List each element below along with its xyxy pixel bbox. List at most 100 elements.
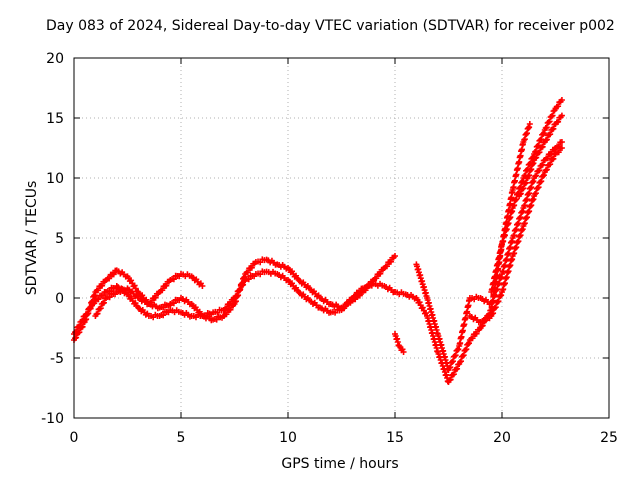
data-point-marker [538, 178, 545, 185]
data-point-marker [549, 112, 556, 119]
data-point-marker [466, 340, 473, 347]
data-point-marker [447, 364, 454, 371]
data-point-marker [383, 263, 390, 270]
data-point-marker [387, 258, 394, 265]
data-point-marker [97, 305, 104, 312]
data-point-marker [543, 136, 550, 143]
data-point-marker [87, 305, 94, 312]
data-point-marker [170, 300, 177, 307]
data-point-marker [345, 300, 352, 307]
data-point-marker [356, 289, 363, 296]
data-point-marker [248, 264, 255, 271]
data-point-marker [100, 299, 107, 306]
data-point-marker [538, 136, 545, 143]
data-point-marker [533, 154, 540, 161]
data-point-marker [547, 161, 554, 168]
data-point-marker [223, 311, 230, 318]
data-point-marker [148, 299, 155, 306]
series-track-9 [516, 112, 565, 199]
data-point-marker [84, 310, 91, 317]
data-point-marker [543, 166, 550, 173]
data-point-marker [236, 287, 243, 294]
data-point-marker [223, 305, 230, 312]
data-point-marker [76, 323, 83, 330]
x-tick-label: 20 [493, 430, 511, 446]
data-point-marker [550, 155, 557, 162]
series-track-3 [92, 271, 206, 319]
data-point-marker [233, 292, 240, 299]
data-point-marker [392, 253, 398, 259]
data-point-marker [110, 271, 117, 278]
data-point-marker [543, 124, 550, 131]
data-point-marker [460, 352, 467, 359]
data-point-marker [536, 149, 543, 156]
data-point-marker [99, 282, 106, 289]
data-point-marker [558, 145, 565, 151]
data-point-marker [240, 281, 247, 288]
data-point-marker [132, 285, 139, 292]
data-point-marker [245, 276, 252, 283]
data-point-marker [450, 371, 457, 378]
x-tick-label: 10 [279, 430, 297, 446]
data-point-marker [498, 292, 505, 299]
data-point-marker [106, 294, 113, 301]
data-layer [71, 97, 565, 385]
y-tick-label: 5 [55, 231, 64, 247]
data-point-marker [91, 300, 98, 307]
chart-title: Day 083 of 2024, Sidereal Day-to-day VTE… [46, 18, 615, 34]
data-point-marker [492, 304, 499, 311]
x-tick-label: 0 [70, 430, 79, 446]
y-tick-label: 15 [46, 111, 64, 127]
data-point-marker [463, 346, 470, 353]
y-tick-label: -5 [50, 351, 64, 367]
series-track-4 [392, 331, 407, 355]
data-point-marker [449, 358, 456, 365]
data-point-marker [244, 269, 251, 276]
data-point-marker [163, 282, 170, 289]
y-tick-label: 20 [46, 51, 64, 67]
x-axis-label: GPS time / hours [281, 456, 399, 472]
series-track-2 [71, 268, 398, 337]
data-point-marker [558, 139, 565, 145]
data-point-marker [170, 276, 177, 283]
data-point-marker [352, 293, 359, 300]
data-point-marker [419, 304, 426, 311]
data-point-marker [547, 131, 554, 138]
y-axis-label: SDTVAR / TECUs [24, 180, 40, 296]
data-point-marker [373, 275, 380, 282]
data-point-marker [532, 190, 539, 197]
data-point-marker [363, 285, 370, 291]
y-tick-label: 0 [55, 291, 64, 307]
data-point-marker [520, 185, 527, 192]
y-tick-label: 10 [46, 171, 64, 187]
data-point-marker [535, 184, 542, 191]
data-point-marker [540, 172, 547, 179]
data-point-marker [423, 310, 430, 316]
data-point-marker [128, 277, 135, 284]
series-track-5 [392, 97, 565, 385]
x-tick-label: 15 [386, 430, 404, 446]
data-point-marker [550, 125, 557, 132]
data-point-marker [227, 300, 234, 307]
data-point-marker [95, 287, 102, 294]
data-point-marker [447, 376, 454, 383]
data-point-marker [555, 103, 562, 110]
data-point-marker [473, 330, 480, 337]
y-tick-label: -10 [41, 411, 64, 427]
data-point-marker [452, 352, 459, 359]
x-tick-label: 25 [600, 430, 618, 446]
data-point-marker [558, 112, 565, 119]
series-track-8 [488, 121, 533, 295]
data-point-marker [159, 287, 166, 294]
data-point-marker [94, 310, 101, 317]
data-point-marker [95, 296, 102, 303]
data-point-marker [131, 282, 138, 289]
series-track-7 [466, 145, 565, 326]
tick-layer [73, 57, 610, 419]
data-point-marker [533, 172, 540, 179]
data-point-marker [540, 130, 547, 137]
data-point-marker [454, 365, 461, 372]
data-point-marker [455, 346, 462, 353]
data-point-marker [457, 358, 464, 365]
